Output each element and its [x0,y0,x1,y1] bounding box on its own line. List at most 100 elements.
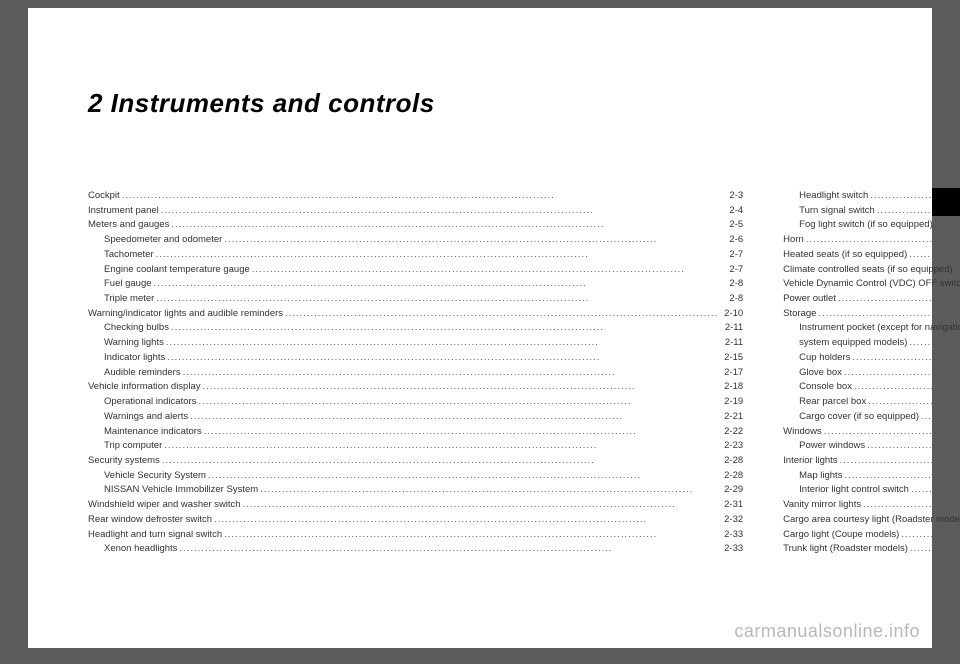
toc-dots [260,483,718,498]
toc-label: Trip computer [104,439,162,454]
toc-page: 2-5 [725,218,743,233]
toc-entry: Warning lights2-11 [88,336,743,351]
toc-entry: Storage2-41 [783,307,960,322]
toc-page: 2-8 [725,292,743,307]
toc-entry: Engine coolant temperature gauge 2-7 [88,263,743,278]
toc-page: 2-19 [720,395,743,410]
toc-label: Horn [783,233,804,248]
toc-entry: Warnings and alerts 2-21 [88,410,743,425]
toc-entry: Power outlet2-40 [783,292,960,307]
toc-dots [156,292,723,307]
toc-dots [910,542,960,557]
toc-columns: Cockpit2-3Instrument panel2-4Meters and … [88,189,872,557]
toc-entry: Glove box2-43 [783,366,960,381]
toc-entry: Interior lights2-48 [783,454,960,469]
toc-entry: Operational indicators 2-19 [88,395,743,410]
toc-entry: Fog light switch (if so equipped)2-37 [783,218,960,233]
toc-label: Cargo area courtesy light (Roadster mode… [783,513,960,528]
toc-dots [154,277,724,292]
toc-dots [156,248,724,263]
toc-entry: Map lights2-48 [783,469,960,484]
toc-dots [852,351,960,366]
watermark: carmanualsonline.info [734,621,920,642]
toc-label: Checking bulbs [104,321,169,336]
toc-label: Trunk light (Roadster models) [783,542,908,557]
toc-entry: Cargo area courtesy light (Roadster mode… [783,513,960,528]
toc-entry: Rear parcel box2-43 [783,395,960,410]
toc-dots [854,380,960,395]
toc-entry: Xenon headlights2-33 [88,542,743,557]
toc-label: Operational indicators [104,395,196,410]
toc-right-column: Headlight switch2-33Turn signal switch2-… [783,189,960,557]
toc-entry: Climate controlled seats (if so equipped… [783,263,960,278]
chapter-title: 2 Instruments and controls [88,88,872,119]
toc-entry: Speedometer and odometer2-6 [88,233,743,248]
toc-label: Interior lights [783,454,837,469]
toc-label: Windows [783,425,822,440]
toc-dots [171,218,723,233]
toc-page: 2-21 [720,410,743,425]
toc-page: 2-11 [721,336,743,351]
toc-label: Speedometer and odometer [104,233,222,248]
toc-label: Engine coolant temperature gauge [104,263,250,278]
toc-label: Maintenance indicators [104,425,202,440]
toc-entry: Audible reminders2-17 [88,366,743,381]
toc-label: Warnings and alerts [104,410,188,425]
toc-dots [285,307,718,322]
toc-entry: Instrument panel2-4 [88,204,743,219]
toc-dots [844,366,960,381]
toc-label: Rear window defroster switch [88,513,212,528]
toc-label: Storage [783,307,816,322]
toc-page: 2-22 [720,425,743,440]
toc-label: Power outlet [783,292,836,307]
toc-page: 2-33 [720,528,743,543]
toc-label: Interior light control switch [799,483,909,498]
toc-dots [901,528,960,543]
toc-page: 2-11 [721,321,743,336]
toc-dots [183,366,719,381]
toc-entry: Windows2-45 [783,425,960,440]
toc-dots [224,233,723,248]
toc-dots [909,248,960,263]
toc-label: Fog light switch (if so equipped) [799,218,933,233]
toc-label: Turn signal switch [799,204,875,219]
toc-label: Security systems [88,454,160,469]
toc-entry: Cockpit2-3 [88,189,743,204]
toc-entry: Tachometer2-7 [88,248,743,263]
toc-entry: system equipped models)2-41 [783,336,960,351]
toc-entry: Console box2-43 [783,380,960,395]
toc-page: 2-7 [725,263,743,278]
toc-dots [171,321,719,336]
toc-dots [840,454,960,469]
toc-label: Xenon headlights [104,542,177,557]
toc-dots [818,307,960,322]
toc-dots [202,380,718,395]
toc-label: Headlight switch [799,189,868,204]
toc-label: Vehicle Security System [104,469,206,484]
toc-entry: Trip computer2-23 [88,439,743,454]
toc-entry: Power windows2-45 [783,439,960,454]
toc-dots [198,395,718,410]
toc-page: 2-8 [725,277,743,292]
toc-dots [167,351,718,366]
toc-entry: Warning/indicator lights and audible rem… [88,307,743,322]
toc-label: Vanity mirror lights [783,498,861,513]
toc-dots [166,336,719,351]
toc-dots [179,542,718,557]
toc-entry: Vehicle information display2-18 [88,380,743,395]
toc-label: Rear parcel box [799,395,866,410]
toc-label: Warning/indicator lights and audible rem… [88,307,283,322]
toc-label: Cup holders [799,351,850,366]
toc-label: Console box [799,380,852,395]
toc-label: Headlight and turn signal switch [88,528,222,543]
toc-label: Triple meter [104,292,154,307]
toc-label: Heated seats (if so equipped) [783,248,907,263]
toc-entry: Headlight and turn signal switch 2-33 [88,528,743,543]
toc-page: 2-28 [720,469,743,484]
toc-dots [214,513,718,528]
toc-label: system equipped models) [799,336,907,351]
toc-label: Cargo cover (if so equipped) [799,410,919,425]
toc-dots [806,233,960,248]
toc-dots [824,425,960,440]
toc-dots [868,395,960,410]
